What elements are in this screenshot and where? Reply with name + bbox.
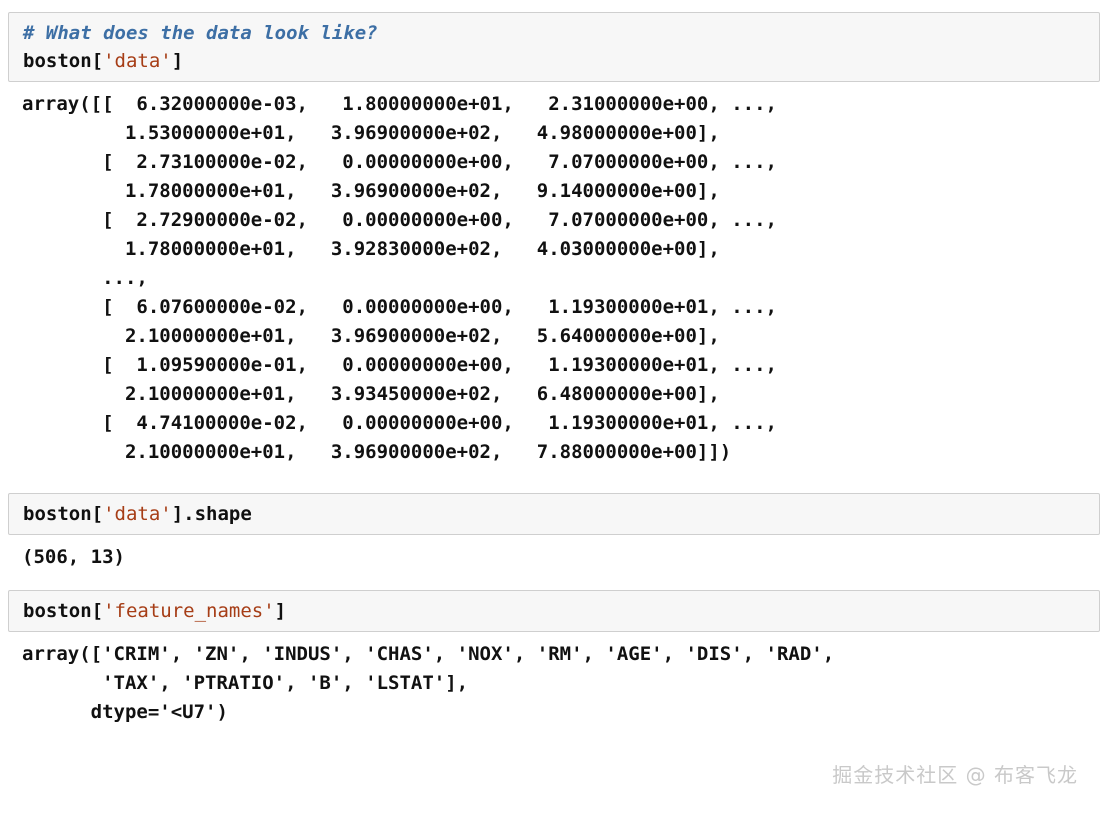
code-prefix-2: boston[	[23, 503, 104, 525]
code-string-literal-3: 'feature_names'	[103, 600, 275, 622]
code-cell-input-2[interactable]: boston['data'].shape	[8, 493, 1100, 535]
code-line-expression-2: boston['data'].shape	[23, 500, 1099, 528]
code-prefix-3: boston[	[23, 600, 104, 622]
output-text-3: array(['CRIM', 'ZN', 'INDUS', 'CHAS', 'N…	[22, 643, 835, 723]
top-padding	[0, 0, 1100, 12]
code-line-comment-1: # What does the data look like?	[23, 19, 1099, 47]
output-text-2: (506, 13)	[22, 546, 125, 568]
python-comment-1: # What does the data look like?	[23, 22, 378, 44]
cell-gap-1	[0, 467, 1100, 493]
code-string-literal-2: 'data'	[103, 503, 172, 525]
code-cell-input-1[interactable]: # What does the data look like? boston['…	[8, 12, 1100, 82]
code-string-literal-1: 'data'	[103, 50, 172, 72]
code-prefix-1: boston[	[23, 50, 104, 72]
code-cell-output-1: array([[ 6.32000000e-03, 1.80000000e+01,…	[8, 82, 1100, 467]
code-suffix-3: ]	[274, 600, 287, 622]
code-cell-output-2: (506, 13)	[8, 535, 1100, 572]
code-suffix-2: ].shape	[171, 503, 252, 525]
watermark: 掘金技术社区 @ 布客飞龙	[832, 763, 1078, 787]
code-line-expression-3: boston['feature_names']	[23, 597, 1099, 625]
cell-gap-2	[0, 572, 1100, 590]
code-suffix-1: ]	[171, 50, 184, 72]
code-cell-input-3[interactable]: boston['feature_names']	[8, 590, 1100, 632]
code-cell-output-3: array(['CRIM', 'ZN', 'INDUS', 'CHAS', 'N…	[8, 632, 1100, 727]
code-line-expression-1: boston['data']	[23, 47, 1099, 75]
output-text-1: array([[ 6.32000000e-03, 1.80000000e+01,…	[22, 93, 777, 463]
